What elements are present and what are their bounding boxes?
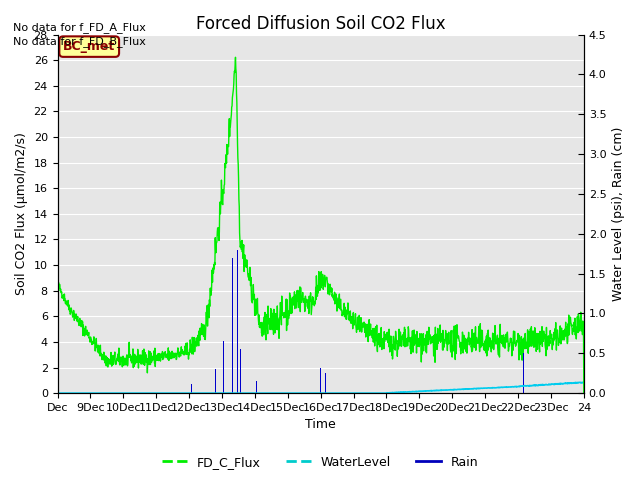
Title: Forced Diffusion Soil CO2 Flux: Forced Diffusion Soil CO2 Flux — [196, 15, 445, 33]
Y-axis label: Water Level (psi), Rain (cm): Water Level (psi), Rain (cm) — [612, 127, 625, 301]
Legend: FD_C_Flux, WaterLevel, Rain: FD_C_Flux, WaterLevel, Rain — [157, 451, 483, 474]
Text: BC_met: BC_met — [63, 40, 115, 53]
Text: No data for f_FD_B_Flux: No data for f_FD_B_Flux — [13, 36, 146, 47]
Text: No data for f_FD_A_Flux: No data for f_FD_A_Flux — [13, 22, 146, 33]
Y-axis label: Soil CO2 Flux (μmol/m2/s): Soil CO2 Flux (μmol/m2/s) — [15, 132, 28, 295]
X-axis label: Time: Time — [305, 419, 336, 432]
